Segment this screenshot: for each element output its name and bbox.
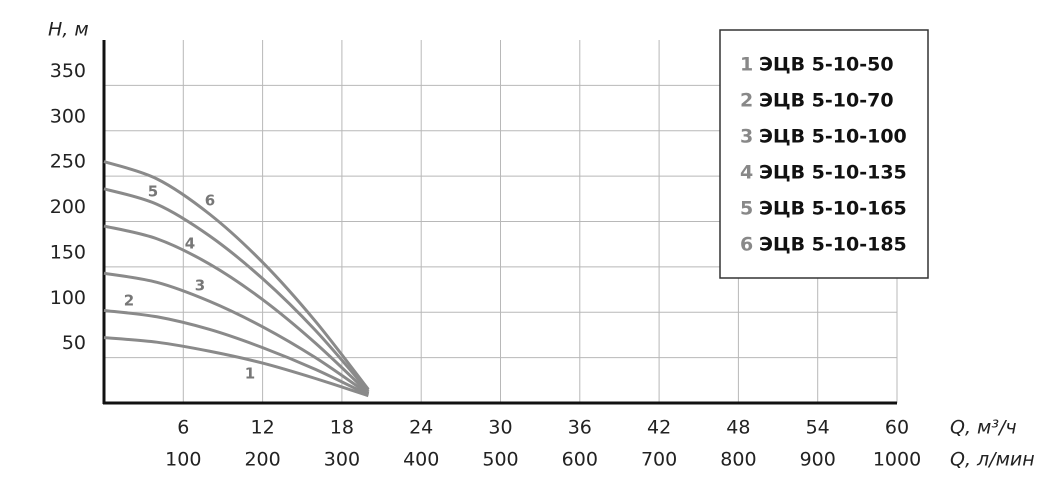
legend-number: 3 bbox=[740, 126, 753, 148]
x-tick-label: 42 bbox=[647, 417, 671, 439]
y-tick-label: 100 bbox=[50, 287, 86, 309]
legend-number: 1 bbox=[740, 54, 753, 76]
y-tick-label: 150 bbox=[50, 241, 86, 263]
x2-axis-label: Q, л/мин bbox=[950, 449, 1035, 471]
y-tick-label: 200 bbox=[50, 196, 86, 218]
x-axis-label: Q, м³/ч bbox=[950, 417, 1017, 439]
curve-label: 3 bbox=[195, 277, 205, 295]
curve-label: 1 bbox=[245, 365, 255, 383]
legend-label: ЭЦВ 5-10-70 bbox=[759, 90, 894, 112]
x2-tick-label: 600 bbox=[562, 449, 598, 471]
legend-number: 2 bbox=[740, 90, 753, 112]
curve-label: 4 bbox=[185, 235, 195, 253]
x2-tick-label: 700 bbox=[641, 449, 677, 471]
x-tick-label: 30 bbox=[488, 417, 512, 439]
legend-number: 4 bbox=[740, 162, 753, 184]
curve bbox=[103, 336, 369, 398]
x-tick-label: 18 bbox=[330, 417, 354, 439]
x2-tick-label: 500 bbox=[482, 449, 518, 471]
curve bbox=[103, 308, 369, 397]
legend-number: 6 bbox=[740, 234, 753, 256]
legend-box bbox=[719, 29, 929, 279]
x-tick-label: 12 bbox=[251, 417, 275, 439]
curve-label: 2 bbox=[124, 292, 134, 310]
curve bbox=[103, 160, 370, 391]
legend-label: ЭЦВ 5-10-135 bbox=[759, 162, 907, 184]
x2-tick-label: 900 bbox=[800, 449, 836, 471]
curve-label: 5 bbox=[148, 183, 158, 201]
x2-tick-label: 1000 bbox=[873, 449, 921, 471]
x2-tick-label: 400 bbox=[403, 449, 439, 471]
y-tick-label: 350 bbox=[50, 60, 86, 82]
legend-label: ЭЦВ 5-10-50 bbox=[759, 54, 894, 76]
legend-number: 5 bbox=[740, 198, 753, 220]
x-tick-label: 48 bbox=[726, 417, 750, 439]
curve bbox=[103, 271, 370, 396]
y-tick-label: 250 bbox=[50, 151, 86, 173]
curve-label: 6 bbox=[205, 192, 215, 210]
x-tick-label: 6 bbox=[177, 417, 189, 439]
legend-label: ЭЦВ 5-10-100 bbox=[759, 126, 907, 148]
y-tick-label: 50 bbox=[62, 332, 86, 354]
x2-tick-label: 300 bbox=[324, 449, 360, 471]
x2-tick-label: 800 bbox=[720, 449, 756, 471]
x2-tick-label: 100 bbox=[165, 449, 201, 471]
legend-label: ЭЦВ 5-10-185 bbox=[759, 234, 907, 256]
legend: 1 ЭЦВ 5-10-50 2 ЭЦВ 5-10-70 3 ЭЦВ 5-10-100 4 ЭЦ… bbox=[719, 29, 929, 279]
y-tick-label: 300 bbox=[50, 105, 86, 127]
legend-label: ЭЦВ 5-10-165 bbox=[759, 198, 907, 220]
y-axis-label: H, м bbox=[48, 19, 89, 41]
x-tick-label: 60 bbox=[885, 417, 909, 439]
x2-tick-label: 200 bbox=[244, 449, 280, 471]
curve bbox=[103, 224, 370, 395]
curve bbox=[103, 187, 370, 393]
x-tick-label: 54 bbox=[806, 417, 830, 439]
x-tick-label: 36 bbox=[568, 417, 592, 439]
x-tick-label: 24 bbox=[409, 417, 433, 439]
